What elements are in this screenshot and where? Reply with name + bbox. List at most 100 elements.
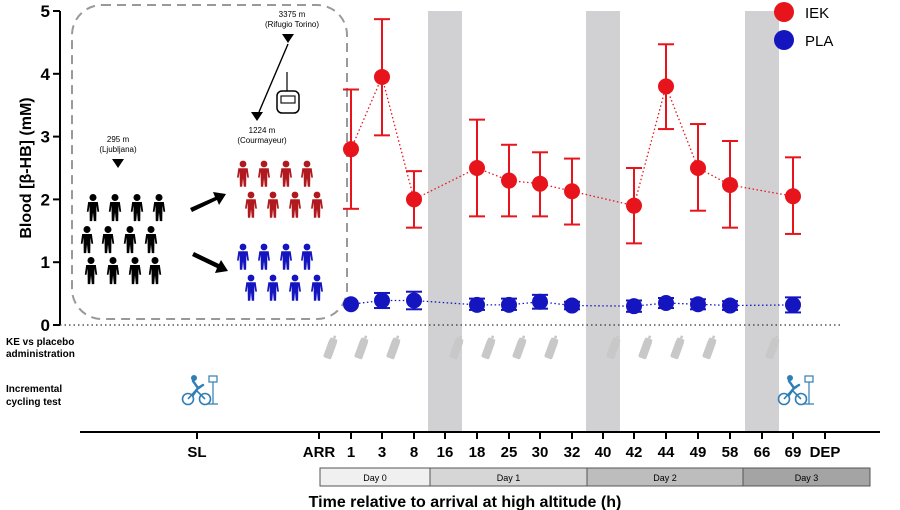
bottle-icon [385, 334, 403, 360]
point-iek [722, 176, 738, 193]
point-pla [343, 296, 359, 313]
person-icon [106, 257, 120, 285]
point-iek [564, 183, 580, 200]
cycling-row-label-line2: cycling test [6, 397, 62, 408]
point-pla [469, 296, 485, 313]
person-icon [86, 194, 100, 222]
day-label: Day 3 [795, 473, 819, 483]
point-iek [374, 68, 390, 85]
x-tick-label: 8 [410, 444, 418, 461]
bottle-icon [322, 334, 340, 360]
x-tick-label: 44 [658, 444, 675, 461]
day-label: Day 2 [653, 473, 677, 483]
point-pla [722, 297, 738, 314]
x-tick-label: SL [187, 444, 206, 461]
y-tick-label: 2 [41, 190, 50, 209]
person-icon [123, 226, 137, 254]
error-bars [343, 18, 801, 314]
night-band-2 [745, 11, 779, 432]
arrow-to-pla [192, 252, 228, 273]
bottle-icon [511, 334, 529, 360]
point-pla [785, 296, 801, 313]
highland-location: (Rifugio Torino) [265, 20, 319, 29]
y-tick-label: 0 [41, 316, 50, 335]
lowland-location: (Ljubljana) [99, 145, 137, 154]
y-axis-label: Blood [β-HB] (mM) [18, 97, 35, 238]
point-pla [532, 293, 548, 310]
x-tick-label: 49 [690, 444, 707, 461]
point-iek [501, 172, 517, 189]
y-tick-label: 1 [41, 253, 50, 272]
x-tick-label: 25 [501, 444, 518, 461]
ke-row-label-line2: administration [6, 349, 75, 360]
night-band-1 [586, 11, 620, 432]
cable-car-icon [276, 72, 300, 114]
person-icon [289, 274, 301, 301]
person-icon [258, 243, 270, 270]
y-tick-label: 3 [41, 128, 50, 147]
point-pla [690, 296, 706, 313]
x-tick-label: 66 [754, 444, 771, 461]
lowland-altitude: 295 m [107, 135, 130, 144]
person-icon [101, 226, 115, 254]
night-band-0 [428, 11, 462, 432]
person-icon [267, 191, 279, 218]
day-label: Day 1 [497, 473, 521, 483]
point-iek [626, 197, 642, 214]
pla-group [237, 243, 323, 301]
person-icon [144, 226, 158, 254]
person-icon [84, 257, 98, 285]
person-icon [258, 160, 270, 187]
highland-altitude: 3375 m [279, 10, 306, 19]
person-icon [237, 160, 249, 187]
point-iek [343, 141, 359, 158]
day-segment-3 [742, 467, 871, 487]
person-icon [289, 191, 301, 218]
point-pla [564, 297, 580, 314]
legend-pla-marker [774, 30, 794, 50]
y-tick-label: 5 [41, 2, 50, 21]
midland-location: (Courmayeur) [237, 136, 287, 145]
person-icon [245, 274, 257, 301]
person-icon [267, 274, 279, 301]
ke-administrations [322, 334, 782, 360]
point-pla [626, 298, 642, 315]
bottle-icon [669, 334, 687, 360]
person-icon [301, 243, 313, 270]
midland-altitude: 1224 m [249, 126, 276, 135]
person-icon [148, 257, 162, 285]
point-iek [469, 160, 485, 176]
cycling-icon [181, 373, 220, 406]
bottle-icon [480, 334, 498, 360]
x-tick-label: DEP [810, 444, 841, 461]
x-tick-label: 42 [626, 444, 643, 461]
bottle-icon [543, 334, 561, 360]
person-icon [301, 160, 313, 187]
cycling-tests [181, 373, 816, 406]
x-tick-label: 18 [469, 444, 486, 461]
legend-pla-label: PLA [805, 33, 833, 50]
x-tick-label: 30 [532, 444, 549, 461]
day-label: Day 0 [363, 473, 387, 483]
person-icon [245, 191, 257, 218]
x-axis-label: Time relative to arrival at high altitud… [309, 494, 622, 510]
x-tick-label: 16 [437, 444, 454, 461]
point-iek [406, 191, 422, 208]
person-icon [311, 274, 323, 301]
person-icon [280, 160, 292, 187]
point-iek [785, 188, 801, 205]
x-tick-label: 69 [785, 444, 802, 461]
legend-iek-marker [774, 2, 794, 22]
x-tick-label: 58 [722, 444, 739, 461]
point-iek [532, 175, 548, 192]
cycling-icon [777, 373, 816, 406]
legend-iek-label: IEK [805, 5, 829, 22]
point-iek [690, 160, 706, 176]
y-tick-label: 4 [41, 65, 51, 84]
point-pla [658, 295, 674, 312]
x-tick-label: ARR [303, 444, 336, 461]
person-icon [130, 194, 144, 222]
arrow-to-iek [190, 192, 226, 212]
person-icon [108, 194, 122, 222]
